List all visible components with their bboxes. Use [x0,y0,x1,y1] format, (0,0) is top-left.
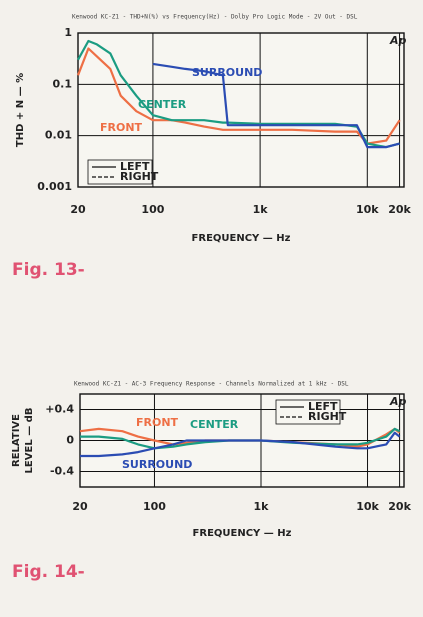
chart: Kenwood KC-Z1 - THD+N(%) vs Frequency(Hz… [12,14,412,281]
y-axis-label: RELATIVE [11,414,22,467]
legend-box [275,399,341,425]
x-tick-label: 20 [72,500,88,513]
chart: Kenwood KC-Z1 - AC-3 Frequency Response … [11,381,412,583]
series-line [76,47,401,145]
legend-box [87,159,153,185]
x-tick-label: 1k [253,203,269,216]
y-axis-label: LEVEL — dB [24,408,35,474]
y-axis-label: THD + N — % [15,73,26,147]
y-tick-label: 0 [66,434,74,447]
figure-caption: Fig. 13- [12,260,85,280]
y-tick-label: 1 [64,26,72,39]
series-label: SURROUND [192,66,262,79]
series-label: CENTER [138,98,187,111]
series-line [152,62,400,149]
legend-label: RIGHT [308,410,347,423]
x-tick-label: 100 [143,500,166,513]
legend-label: LEFT [120,160,150,173]
legend-label: RIGHT [120,170,159,183]
x-tick-label: 10k [356,500,379,513]
logo: Ap [389,34,407,47]
x-tick-label: 1k [253,500,269,513]
series-label: FRONT [100,121,143,134]
y-tick-label: 0.01 [45,129,72,142]
x-tick-label: 10k [356,203,379,216]
y-tick-label: 0.1 [53,77,73,90]
series-label: SURROUND [122,458,192,471]
series-label: CENTER [190,418,239,431]
y-tick-label: +0.4 [45,403,74,416]
x-axis-label: FREQUENCY — Hz [192,233,291,244]
x-tick-label: 20k [388,500,411,513]
logo: Ap [389,395,407,408]
x-tick-label: 20 [70,203,86,216]
chart-title: Kenwood KC-Z1 - AC-3 Frequency Response … [74,381,349,388]
y-tick-label: -0.4 [50,465,74,478]
x-axis-label: FREQUENCY — Hz [193,528,292,539]
legend-label: LEFT [308,400,338,413]
series-line [80,431,401,458]
y-tick-label: 0.001 [37,180,72,193]
x-tick-label: 20k [388,203,411,216]
chart-title: Kenwood KC-Z1 - THD+N(%) vs Frequency(Hz… [72,14,358,21]
series-label: FRONT [136,416,179,429]
figure-caption: Fig. 14- [12,562,85,582]
x-tick-label: 100 [141,203,164,216]
